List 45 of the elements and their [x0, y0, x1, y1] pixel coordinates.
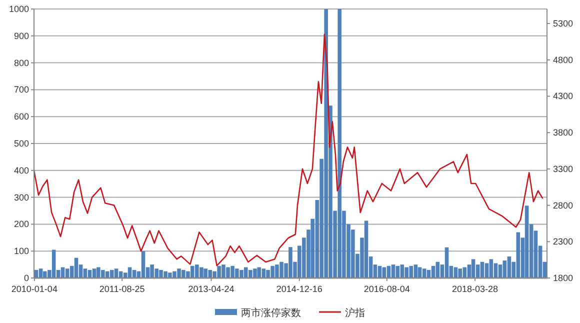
- bar: [60, 267, 65, 278]
- y-tick-label: 900: [14, 30, 29, 41]
- bar: [418, 267, 422, 278]
- bar: [489, 259, 494, 278]
- y-tick-label: 1000: [8, 4, 29, 14]
- x-tick-label: 2010-01-04: [11, 284, 58, 294]
- bar: [382, 267, 386, 278]
- legend-label: 两市涨停家数: [241, 307, 301, 319]
- x-tick-label: 2016-08-04: [364, 284, 410, 294]
- bar: [502, 260, 507, 278]
- y2-tick-label: 5300: [553, 18, 574, 29]
- legend-label: 沪指: [345, 307, 365, 319]
- y2-tick-label: 2800: [553, 200, 574, 210]
- bar: [364, 220, 368, 278]
- y-tick-label: 500: [14, 138, 29, 148]
- x-tick-label: 2013-04-24: [188, 284, 234, 294]
- bar: [396, 266, 400, 278]
- bar: [494, 263, 498, 278]
- bar: [141, 251, 146, 278]
- x-tick-label: 2014-12-16: [276, 284, 322, 294]
- line-series: [33, 34, 544, 266]
- y2-tick-label: 4300: [553, 91, 574, 102]
- x-tick-label: 2011-08-25: [99, 284, 145, 294]
- y2-tick-label: 3800: [553, 128, 574, 138]
- bar: [471, 259, 476, 278]
- y2-tick-label: 3300: [553, 164, 574, 174]
- bar: [454, 267, 458, 278]
- x-tick-label: 2018-03-28: [452, 284, 498, 294]
- y-tick-label: 800: [14, 58, 29, 68]
- y2-tick-label: 1800: [553, 273, 574, 283]
- y-tick-label: 100: [14, 246, 29, 256]
- y-tick-label: 400: [14, 165, 29, 176]
- y-tick-label: 200: [14, 219, 29, 230]
- y-tick-label: 0: [24, 273, 29, 283]
- bar: [524, 206, 529, 278]
- y2-tick-label: 4800: [553, 54, 574, 65]
- bar: [484, 263, 489, 278]
- bar: [110, 270, 114, 278]
- y-tick-label: 300: [14, 192, 29, 202]
- y2-tick-label: 2300: [553, 236, 574, 247]
- y-tick-label: 600: [14, 112, 29, 122]
- bar: [444, 247, 449, 278]
- y-tick-label: 700: [14, 84, 29, 95]
- bar: [507, 256, 512, 278]
- bar: [128, 267, 132, 278]
